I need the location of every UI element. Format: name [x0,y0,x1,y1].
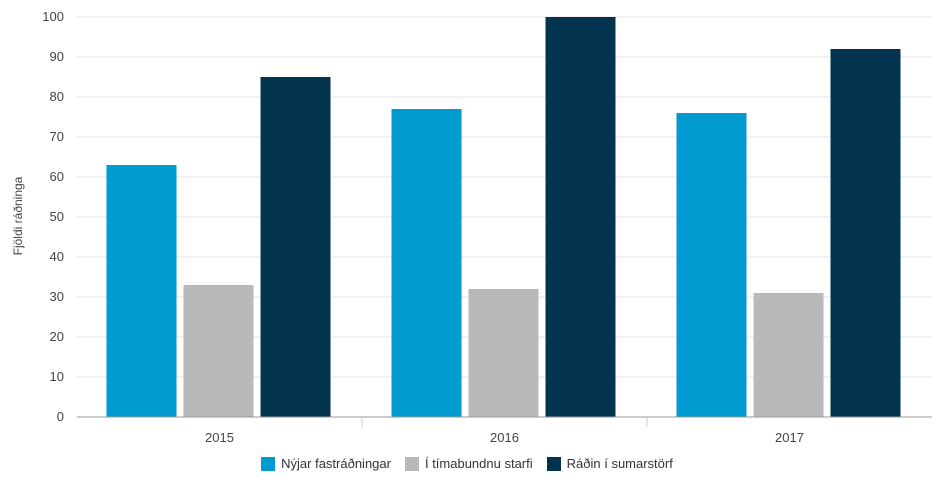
bar-2017-series-0 [676,113,747,417]
y-tick-label: 10 [50,369,64,384]
y-tick-label: 0 [57,409,64,424]
y-axis-label: Fjöldi ráðninga [11,176,25,255]
legend-label: Nýjar fastráðningar [281,456,391,471]
bar-2017-series-1 [753,293,824,417]
legend-item: Ráðin í sumarstörf [546,456,673,471]
bar-2016-series-0 [391,109,462,417]
x-axis-ticks: 2015 2016 2017 [205,417,804,445]
legend-label: Í tímabundnu starfi [424,456,533,471]
bar-2017-series-2 [830,49,901,417]
legend-swatch [546,456,561,471]
bar-2015-series-2 [260,77,331,417]
y-tick-label: 50 [50,209,64,224]
x-tick-label: 2017 [775,430,804,445]
y-tick-label: 100 [42,9,64,24]
legend-swatch [261,456,276,471]
bars [106,17,901,417]
legend: Nýjar fastráðningar Í tímabundnu starfi Rá… [0,456,934,471]
legend-label: Ráðin í sumarstörf [566,456,673,471]
y-tick-label: 40 [50,249,64,264]
y-tick-label: 20 [50,329,64,344]
y-tick-label: 30 [50,289,64,304]
bar-2015-series-0 [106,165,177,417]
y-tick-label: 60 [50,169,64,184]
legend-swatch [404,456,419,471]
y-tick-label: 70 [50,129,64,144]
bar-2016-series-1 [468,289,539,417]
x-tick-label: 2016 [490,430,519,445]
y-tick-label: 80 [50,89,64,104]
y-tick-label: 90 [50,49,64,64]
legend-item: Nýjar fastráðningar [261,456,391,471]
legend-item: Í tímabundnu starfi [404,456,533,471]
bar-2016-series-2 [545,17,616,417]
y-axis-ticks: 0 10 20 30 40 50 60 70 80 90 100 [42,9,64,424]
x-tick-label: 2015 [205,430,234,445]
bar-2015-series-1 [183,285,254,417]
